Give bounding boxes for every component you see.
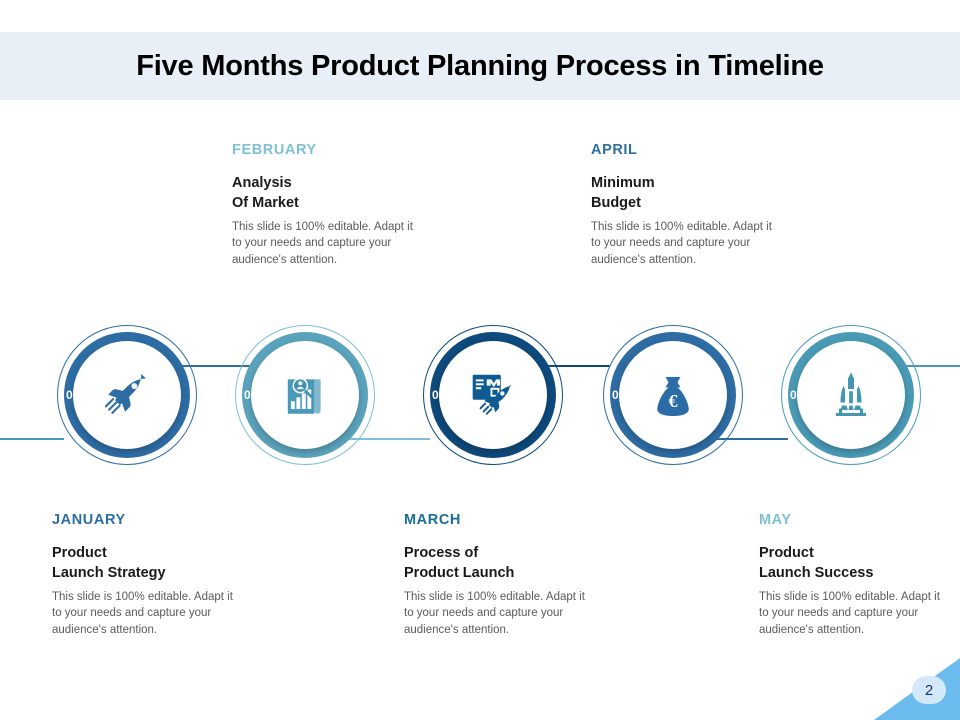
- month-label-january: JANUARY: [52, 512, 126, 528]
- node-halo-01: [57, 325, 197, 465]
- node-ring-01: [64, 332, 190, 458]
- node-halo-05: [781, 325, 921, 465]
- text-block-february: FEBRUARY Analysis Of Market This slide i…: [232, 142, 417, 268]
- market-analysis-icon: [242, 332, 368, 458]
- body-january: This slide is 100% editable. Adapt it to…: [52, 591, 233, 636]
- heading-april: Minimum Budget: [591, 175, 655, 211]
- shuttle-launch-icon: [788, 332, 914, 458]
- text-block-march: MARCH Process of Product Launch This sli…: [404, 512, 589, 638]
- heading-march: Process of Product Launch: [404, 545, 515, 581]
- connector-02-03: [296, 438, 430, 440]
- body-march: This slide is 100% editable. Adapt it to…: [404, 591, 585, 636]
- node-ring-04: [610, 332, 736, 458]
- body-february: This slide is 100% editable. Adapt it to…: [232, 221, 413, 266]
- body-april: This slide is 100% editable. Adapt it to…: [591, 221, 772, 266]
- month-label-may: MAY: [759, 512, 792, 528]
- node-halo-04: [603, 325, 743, 465]
- timeline-track: 01 02: [0, 320, 960, 470]
- money-bag-euro-icon: €: [610, 332, 736, 458]
- title-band: [0, 32, 960, 100]
- connector-lead-out: [896, 365, 960, 367]
- node-halo-03: [423, 325, 563, 465]
- timeline-node-04[interactable]: 04 €: [603, 325, 743, 465]
- product-launch-icon: [430, 332, 556, 458]
- timeline-node-01[interactable]: 01: [57, 325, 197, 465]
- month-label-april: APRIL: [591, 142, 638, 158]
- timeline-node-05[interactable]: 05: [781, 325, 921, 465]
- heading-may: Product Launch Success: [759, 545, 874, 581]
- text-block-may: MAY Product Launch Success This slide is…: [759, 512, 944, 638]
- node-ring-02: [242, 332, 368, 458]
- timeline-node-03[interactable]: 03: [423, 325, 563, 465]
- heading-january: Product Launch Strategy: [52, 545, 166, 581]
- connector-lead-in: [0, 438, 64, 440]
- month-label-march: MARCH: [404, 512, 461, 528]
- node-number-01: 01: [66, 388, 80, 402]
- page-number-badge: 2: [912, 676, 946, 704]
- body-may: This slide is 100% editable. Adapt it to…: [759, 591, 940, 636]
- node-number-05: 05: [790, 388, 804, 402]
- node-number-03: 03: [432, 388, 446, 402]
- text-block-april: APRIL Minimum Budget This slide is 100% …: [591, 142, 776, 268]
- heading-february: Analysis Of Market: [232, 175, 299, 211]
- text-block-january: JANUARY Product Launch Strategy This sli…: [52, 512, 237, 638]
- rocket-icon: [64, 332, 190, 458]
- node-number-02: 02: [244, 388, 258, 402]
- timeline-node-02[interactable]: 02: [235, 325, 375, 465]
- page-title: Five Months Product Planning Process in …: [136, 49, 824, 82]
- svg-text:€: €: [669, 391, 678, 411]
- month-label-february: FEBRUARY: [232, 142, 317, 158]
- node-halo-02: [235, 325, 375, 465]
- node-number-04: 04: [612, 388, 626, 402]
